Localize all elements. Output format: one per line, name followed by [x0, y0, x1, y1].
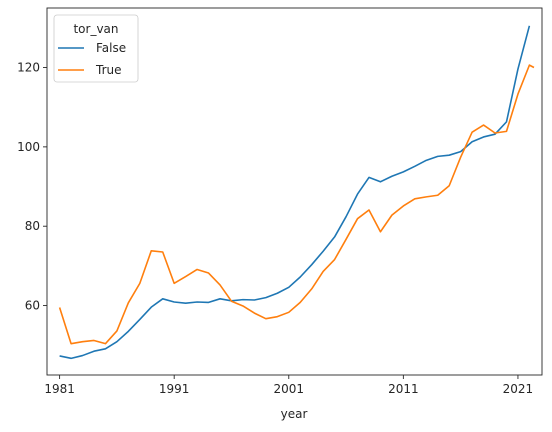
y-tick-label: 60: [25, 299, 40, 313]
x-tick-label: 2011: [388, 382, 419, 396]
x-axis-title: year: [281, 407, 308, 421]
legend-title: tor_van: [73, 22, 118, 36]
x-tick-label: 2021: [503, 382, 534, 396]
x-tick-label: 1991: [159, 382, 190, 396]
y-tick-label: 100: [17, 140, 40, 154]
x-axis: 1981 1991 2001 2011 2021: [44, 375, 533, 396]
legend: tor_van False True: [53, 14, 139, 83]
y-tick-label: 120: [17, 61, 40, 75]
axes-frame: [46, 7, 543, 376]
series-line-false: [59, 25, 531, 360]
x-tick-label: 1981: [44, 382, 75, 396]
legend-label-true: True: [95, 63, 122, 77]
legend-box: [53, 14, 139, 83]
legend-label-false: False: [96, 41, 126, 55]
series-line-true: [58, 64, 535, 345]
y-tick-label: 80: [25, 219, 40, 233]
plot-lines: [58, 25, 535, 360]
y-axis: 60 80 100 120: [17, 61, 47, 313]
x-tick-label: 2001: [273, 382, 304, 396]
